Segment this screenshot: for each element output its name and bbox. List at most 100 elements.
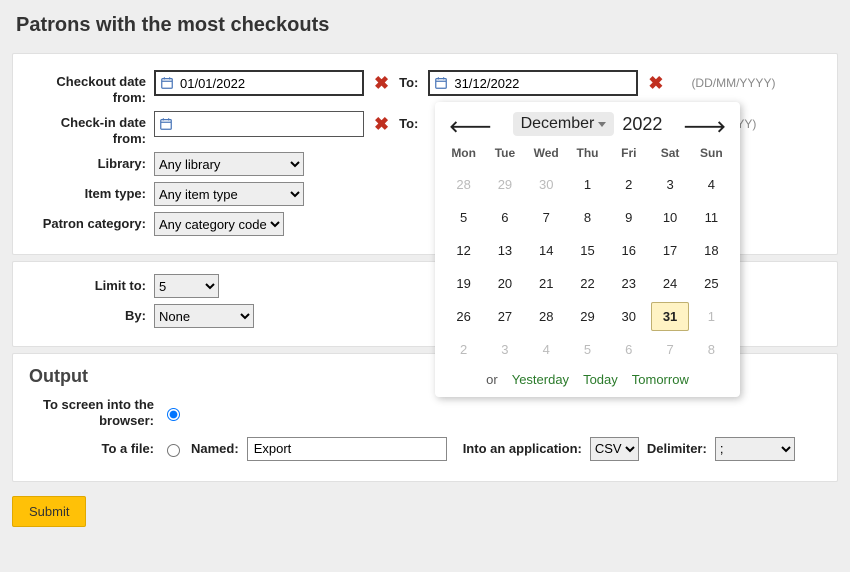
calendar-day[interactable]: 3 [649,168,690,201]
calendar-day[interactable]: 23 [608,267,649,300]
calendar-day[interactable]: 19 [443,267,484,300]
tomorrow-link[interactable]: Tomorrow [632,372,689,387]
dow-label: Fri [608,142,649,168]
prev-month-icon[interactable]: 🡐 [449,116,492,137]
delimiter-select[interactable]: ; [715,437,795,461]
calendar-day[interactable]: 28 [526,300,567,333]
today-link[interactable]: Today [583,372,618,387]
checkout-to-input[interactable] [448,75,632,92]
checkin-from-label: Check-in date from: [29,111,154,146]
calendar-day[interactable]: 3 [484,333,525,366]
calendar-day[interactable]: 4 [526,333,567,366]
calendar-day[interactable]: 15 [567,234,608,267]
calendar-day[interactable]: 16 [608,234,649,267]
next-month-icon[interactable]: 🡒 [683,116,726,137]
calendar-day[interactable]: 1 [691,300,732,333]
app-label: Into an application: [463,441,582,456]
calendar-day[interactable]: 6 [484,201,525,234]
calendar-day[interactable]: 6 [608,333,649,366]
to-label-2: To: [399,111,418,137]
delimiter-label: Delimiter: [647,441,707,456]
chevron-down-icon [598,122,606,127]
calendar-day[interactable]: 7 [649,333,690,366]
calendar-day[interactable]: 27 [484,300,525,333]
date-format-hint: (DD/MM/YYYY) [691,70,775,96]
clear-checkout-from-icon[interactable]: ✖ [374,70,389,96]
page-title: Patrons with the most checkouts [0,0,850,47]
checkout-from-label: Checkout date from: [29,70,154,105]
datepicker: 🡐 December 2022 🡒 MonTueWedThuFriSatSun2… [435,102,740,397]
calendar-day[interactable]: 30 [526,168,567,201]
calendar-day[interactable]: 20 [484,267,525,300]
calendar-day[interactable]: 28 [443,168,484,201]
checkin-from-field[interactable] [154,111,364,137]
checkin-from-input[interactable] [173,116,359,133]
submit-button[interactable]: Submit [12,496,86,527]
calendar-day-selected[interactable]: 31 [651,302,688,331]
to-label-1: To: [399,70,418,96]
dow-label: Thu [567,142,608,168]
calendar-day[interactable]: 13 [484,234,525,267]
calendar-day[interactable]: 12 [443,234,484,267]
clear-checkin-from-icon[interactable]: ✖ [374,111,389,137]
patroncat-select[interactable]: Any category code [154,212,284,236]
calendar-grid: MonTueWedThuFriSatSun2829301234567891011… [443,142,732,366]
calendar-day[interactable]: 2 [443,333,484,366]
calendar-icon [159,117,173,131]
calendar-day[interactable]: 30 [608,300,649,333]
file-label: To a file: [29,441,154,457]
calendar-day[interactable]: 11 [691,201,732,234]
calendar-icon [434,76,448,90]
calendar-day[interactable]: 8 [691,333,732,366]
calendar-day[interactable]: 5 [443,201,484,234]
by-select[interactable]: None [154,304,254,328]
calendar-day[interactable]: 29 [484,168,525,201]
calendar-day[interactable]: 10 [649,201,690,234]
calendar-day[interactable]: 21 [526,267,567,300]
checkout-from-input[interactable] [174,75,358,92]
month-selector[interactable]: December [513,112,615,136]
limit-select[interactable]: 5 [154,274,219,298]
dow-label: Tue [484,142,525,168]
app-select[interactable]: CSV [590,437,639,461]
calendar-day[interactable]: 14 [526,234,567,267]
month-label: December [521,115,595,133]
named-input[interactable] [247,437,447,461]
dow-label: Sun [691,142,732,168]
calendar-day[interactable]: 9 [608,201,649,234]
output-file-radio[interactable] [167,444,180,457]
calendar-day[interactable]: 26 [443,300,484,333]
calendar-day[interactable]: 29 [567,300,608,333]
or-label: or [486,372,498,387]
calendar-day[interactable]: 4 [691,168,732,201]
dow-label: Mon [443,142,484,168]
output-screen-radio[interactable] [167,408,180,421]
library-label: Library: [29,152,154,172]
calendar-icon [160,76,174,90]
itemtype-select[interactable]: Any item type [154,182,304,206]
calendar-day[interactable]: 22 [567,267,608,300]
calendar-day[interactable]: 1 [567,168,608,201]
checkout-to-field[interactable] [428,70,638,96]
calendar-day[interactable]: 24 [649,267,690,300]
named-label: Named: [191,441,239,456]
dow-label: Sat [649,142,690,168]
clear-checkout-to-icon[interactable]: ✖ [648,70,663,96]
calendar-day[interactable]: 2 [608,168,649,201]
patroncat-label: Patron category: [29,212,154,232]
calendar-day[interactable]: 5 [567,333,608,366]
screen-label: To screen into the browser: [29,397,154,428]
calendar-day[interactable]: 7 [526,201,567,234]
checkout-from-field[interactable] [154,70,364,96]
yesterday-link[interactable]: Yesterday [512,372,569,387]
calendar-day[interactable]: 25 [691,267,732,300]
year-label[interactable]: 2022 [622,114,662,135]
itemtype-label: Item type: [29,182,154,202]
calendar-day[interactable]: 8 [567,201,608,234]
calendar-day[interactable]: 18 [691,234,732,267]
dow-label: Wed [526,142,567,168]
by-label: By: [29,304,154,324]
library-select[interactable]: Any library [154,152,304,176]
limit-label: Limit to: [29,274,154,294]
calendar-day[interactable]: 17 [649,234,690,267]
